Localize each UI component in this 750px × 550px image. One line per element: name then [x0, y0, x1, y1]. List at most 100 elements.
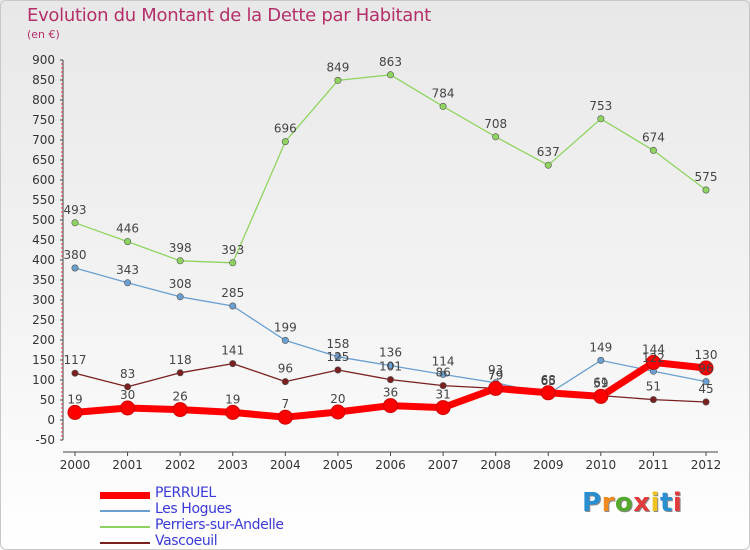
chart-title: Evolution du Montant de la Dette par Hab… [27, 5, 431, 26]
x-tick-label-7: 2007 [428, 458, 459, 472]
series-3-point-11 [649, 396, 657, 404]
series-0-point-4 [277, 409, 293, 425]
series-0-label-5: 20 [330, 392, 345, 406]
series-0-point-8 [488, 380, 504, 396]
series-2-label-5: 849 [326, 60, 349, 74]
y-tick-label-11: 500 [32, 213, 55, 227]
series-2-label-12: 575 [695, 170, 718, 184]
y-tick-label-15: 700 [32, 133, 55, 147]
legend-label-3: Vascoeuil [155, 533, 218, 549]
series-3-point-3 [229, 360, 237, 368]
x-tick-label-3: 2003 [217, 458, 248, 472]
legend-label-2: Perriers-sur-Andelle [155, 517, 284, 533]
series-3-point-4 [281, 378, 289, 386]
y-tick-label-17: 800 [32, 93, 55, 107]
series-3-label-2: 118 [169, 353, 192, 367]
x-tick-label-5: 2005 [323, 458, 354, 472]
series-0-point-12 [698, 360, 714, 376]
series-2-point-0 [71, 219, 79, 227]
series-3-point-6 [386, 376, 394, 384]
series-3-point-0 [71, 369, 79, 377]
series-3-point-12 [702, 398, 710, 406]
series-3-point-2 [176, 369, 184, 377]
y-tick-label-1: 0 [47, 413, 55, 427]
series-1-point-6 [386, 362, 394, 370]
series-2-label-1: 446 [116, 222, 139, 236]
legend-label-0: PERRUEL [155, 485, 216, 501]
series-3-label-5: 125 [326, 350, 349, 364]
series-1-label-9: 65 [541, 374, 556, 388]
series-2-label-9: 637 [537, 145, 560, 159]
y-tick-label-0: -50 [35, 433, 55, 447]
y-tick-label-10: 450 [32, 233, 55, 247]
series-2-label-0: 493 [64, 203, 87, 217]
series-2-point-2 [176, 257, 184, 265]
series-3-point-1 [124, 383, 132, 391]
series-3-label-12: 45 [698, 382, 713, 396]
series-0-point-7 [435, 400, 451, 416]
series-0-point-2 [172, 402, 188, 418]
y-tick-label-18: 850 [32, 73, 55, 87]
y-tick-label-6: 250 [32, 313, 55, 327]
y-tick-label-19: 900 [32, 53, 55, 67]
x-tick-label-1: 2001 [112, 458, 143, 472]
legend-label-1: Les Hogues [155, 501, 232, 517]
series-1-point-7 [439, 370, 447, 378]
series-0-point-10 [593, 388, 609, 404]
series-3-point-7 [439, 382, 447, 390]
x-tick-label-10: 2010 [586, 458, 617, 472]
series-3-label-6: 101 [379, 360, 402, 374]
series-2-point-6 [386, 71, 394, 79]
series-1-point-1 [124, 279, 132, 287]
series-3-label-3: 141 [221, 344, 244, 358]
series-2-label-8: 708 [484, 117, 507, 131]
x-tick-label-4: 2004 [270, 458, 301, 472]
series-0-point-6 [383, 398, 398, 414]
series-2-point-8 [492, 133, 500, 141]
series-0-label-12: 130 [695, 348, 718, 362]
series-0-label-9: 68 [541, 373, 556, 387]
y-tick-label-2: 50 [40, 393, 55, 407]
legend-swatch-0 [100, 492, 150, 499]
series-2-point-10 [597, 115, 605, 123]
series-0-label-8: 79 [488, 368, 503, 382]
series-0-point-3 [225, 404, 241, 420]
legend-swatch-3 [100, 542, 150, 544]
series-2-point-1 [124, 238, 132, 246]
series-0-label-10: 59 [593, 376, 608, 390]
series-1-label-2: 308 [169, 277, 192, 291]
series-1-label-7: 114 [432, 354, 455, 368]
legend-swatch-2 [100, 526, 150, 528]
series-1-point-2 [176, 293, 184, 301]
series-2-point-11 [649, 146, 657, 154]
series-1-point-0 [71, 264, 79, 272]
series-1-point-4 [281, 336, 289, 344]
series-2-label-2: 398 [169, 241, 192, 255]
series-0-point-1 [120, 400, 136, 416]
series-3-label-7: 86 [435, 366, 450, 380]
series-2-point-5 [334, 76, 342, 84]
series-2-point-9 [544, 161, 552, 169]
series-2-point-3 [229, 259, 237, 267]
series-1-label-8: 93 [488, 363, 503, 377]
series-1-label-12: 96 [698, 362, 713, 376]
series-0-label-11: 144 [642, 342, 665, 356]
series-2-label-11: 674 [642, 130, 665, 144]
series-0-point-5 [330, 404, 346, 420]
y-tick-label-12: 550 [32, 193, 55, 207]
series-1-label-6: 136 [379, 346, 402, 360]
y-tick-label-8: 350 [32, 273, 55, 287]
series-1-label-0: 380 [64, 248, 87, 262]
series-1-label-4: 199 [274, 320, 297, 334]
series-2-label-6: 863 [379, 55, 402, 69]
series-1-point-10 [597, 356, 605, 364]
series-1-point-12 [702, 378, 710, 386]
y-tick-label-13: 600 [32, 173, 55, 187]
x-tick-label-8: 2008 [480, 458, 511, 472]
series-0-label-7: 31 [435, 388, 450, 402]
series-2-point-4 [281, 138, 289, 146]
series-0-label-4: 7 [282, 397, 290, 411]
legend-swatch-1 [100, 510, 150, 512]
series-1-label-1: 343 [116, 263, 139, 277]
